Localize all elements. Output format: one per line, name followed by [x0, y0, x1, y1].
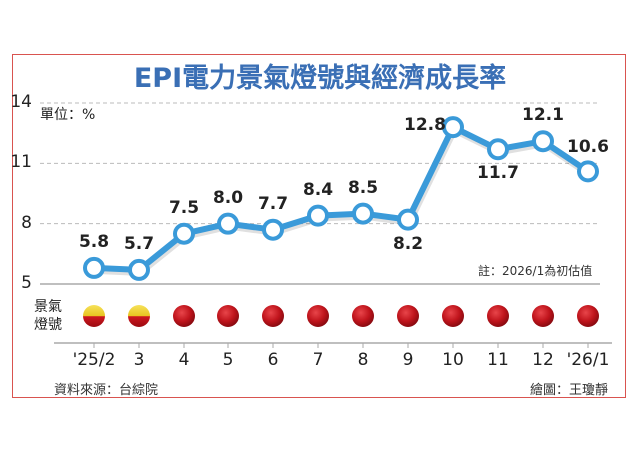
data-point — [532, 130, 554, 153]
unit-label: 單位：% — [40, 107, 96, 123]
y-tick-label: 5 — [21, 273, 32, 293]
data-value-label: 8.2 — [392, 233, 424, 254]
data-point — [397, 208, 419, 231]
data-point — [217, 212, 239, 235]
x-tick-label: 8 — [357, 350, 369, 370]
red-signal-light-icon — [217, 305, 239, 327]
data-value-label: 5.7 — [123, 233, 155, 254]
data-value-label: 7.5 — [168, 197, 200, 218]
x-tick-label: '26/1 — [566, 350, 610, 370]
red-signal-light-icon — [442, 305, 464, 327]
x-tick-label: 9 — [402, 350, 414, 370]
source-credit: 資料來源：台綜院 — [54, 383, 159, 398]
yellow-red-signal-light-icon — [83, 305, 105, 327]
data-point — [307, 204, 329, 227]
x-tick-label: 7 — [312, 350, 324, 370]
x-tick-label: 6 — [267, 350, 279, 370]
x-tick-label: 4 — [178, 350, 190, 370]
red-signal-light-icon — [487, 305, 509, 327]
signal-row-label: 景氣 燈號 — [34, 299, 62, 333]
x-tick-label: 3 — [133, 350, 145, 370]
y-tick-label: 11 — [10, 152, 32, 173]
y-tick-label: 8 — [21, 212, 32, 233]
data-point — [487, 138, 509, 161]
data-point — [128, 258, 150, 281]
data-point — [83, 256, 105, 279]
data-value-label: 7.7 — [257, 193, 289, 214]
red-signal-light-icon — [352, 305, 374, 327]
data-point — [442, 116, 464, 139]
y-tick-label: 14 — [10, 92, 32, 112]
x-tick-label: 10 — [442, 350, 464, 370]
data-value-label: 8.5 — [347, 177, 379, 198]
red-signal-light-icon — [532, 305, 554, 327]
note-annotation: 註：2026/1為初估值 — [478, 264, 593, 278]
data-point — [352, 202, 374, 225]
x-tick-label: 12 — [532, 350, 554, 370]
data-value-label: 12.1 — [522, 105, 564, 126]
data-point — [262, 218, 284, 241]
data-value-label: 12.8 — [404, 115, 446, 136]
x-tick-label: '25/2 — [72, 350, 116, 370]
red-signal-light-icon — [577, 305, 599, 327]
red-signal-light-icon — [397, 305, 419, 327]
red-signal-light-icon — [173, 305, 195, 327]
data-value-label: 11.7 — [477, 163, 519, 184]
chart-title: EPI電力景氣燈號與經濟成長率 — [133, 63, 507, 94]
data-value-label: 10.6 — [567, 137, 609, 158]
data-value-label: 8.0 — [212, 187, 244, 208]
red-signal-light-icon — [307, 305, 329, 327]
x-tick-label: 5 — [222, 350, 234, 370]
data-point — [577, 160, 599, 183]
data-value-label: 8.4 — [302, 179, 334, 200]
data-point — [173, 222, 195, 245]
yellow-red-signal-light-icon — [128, 305, 150, 327]
red-signal-light-icon — [262, 305, 284, 327]
author-credit: 繪圖：王瓊靜 — [529, 383, 608, 398]
x-tick-label: 11 — [487, 350, 509, 370]
data-value-label: 5.8 — [78, 231, 110, 252]
